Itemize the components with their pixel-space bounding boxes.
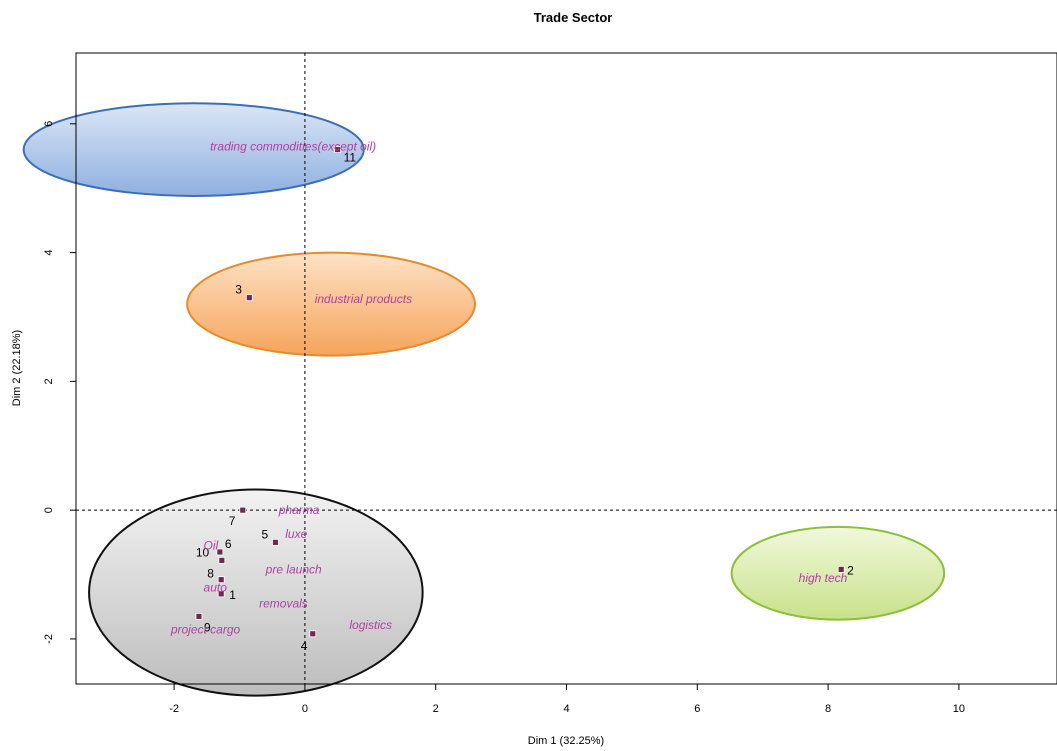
category-label: high tech: [799, 571, 848, 585]
x-tick-label: 2: [433, 703, 439, 715]
point-4: [309, 630, 317, 638]
point-label-7: 7: [229, 514, 236, 528]
point-2: [837, 565, 845, 573]
y-tick-label: 2: [43, 378, 55, 384]
x-tick-label: 10: [953, 703, 965, 715]
point-label-8: 8: [207, 567, 214, 581]
ellipse-trading: [22, 102, 365, 197]
category-label: auto: [204, 580, 228, 594]
point-label-2: 2: [847, 563, 854, 577]
x-tick-label: -2: [169, 703, 179, 715]
point-label-11: 11: [344, 151, 357, 165]
point-11: [334, 146, 342, 153]
ellipse-main: [88, 488, 424, 697]
x-tick-label: 0: [302, 703, 308, 715]
point-7: [239, 506, 247, 514]
point-8: [217, 576, 225, 584]
points-layer: 1 2 3 4 5 6 7 8 9 10 11: [195, 146, 854, 653]
y-axis-label: Dim 2 (22.18%): [11, 330, 23, 406]
x-axis-label: Dim 1 (32.25%): [528, 735, 604, 747]
category-label: luxe: [285, 527, 307, 541]
labels-layer: trading commodities(except oil) industria…: [170, 139, 848, 636]
point-label-4: 4: [301, 639, 308, 653]
ellipse-industrial: [186, 251, 476, 357]
point-6: [216, 548, 224, 556]
category-label: logistics: [349, 618, 392, 632]
x-tick-label: 6: [694, 703, 700, 715]
point-1: [217, 590, 225, 598]
y-tick-label: 0: [43, 507, 55, 513]
point-label-1: 1: [229, 588, 236, 602]
x-tick-label: 4: [563, 703, 569, 715]
chart-title: Trade Sector: [534, 10, 613, 25]
point-label-5: 5: [261, 527, 268, 541]
x-axis: -2 0 2 4 6 8 10: [169, 684, 965, 715]
point-label-3: 3: [235, 283, 242, 297]
category-label: trading commodities(except oil): [210, 139, 376, 153]
y-axis: -2 0 2 4 6: [43, 121, 76, 644]
y-tick-label: 6: [43, 121, 55, 127]
category-label: industrial products: [315, 292, 412, 306]
point-10: [218, 556, 226, 564]
point-3: [245, 294, 253, 302]
y-tick-label: -2: [43, 634, 55, 644]
ellipses-layer: [22, 102, 946, 697]
category-label: removals: [259, 597, 308, 611]
point-5: [272, 538, 279, 546]
point-9: [195, 612, 203, 620]
category-label: pre launch: [265, 562, 322, 576]
point-label-6: 6: [225, 537, 232, 551]
point-label-9: 9: [204, 620, 211, 634]
category-label: pharma: [278, 503, 320, 517]
ellipse-hightech: [730, 525, 946, 621]
x-tick-label: 8: [825, 703, 831, 715]
y-tick-label: 4: [43, 250, 55, 256]
point-label-10: 10: [196, 545, 210, 559]
category-label: project cargo: [170, 622, 241, 636]
category-label: Oil: [204, 539, 219, 553]
